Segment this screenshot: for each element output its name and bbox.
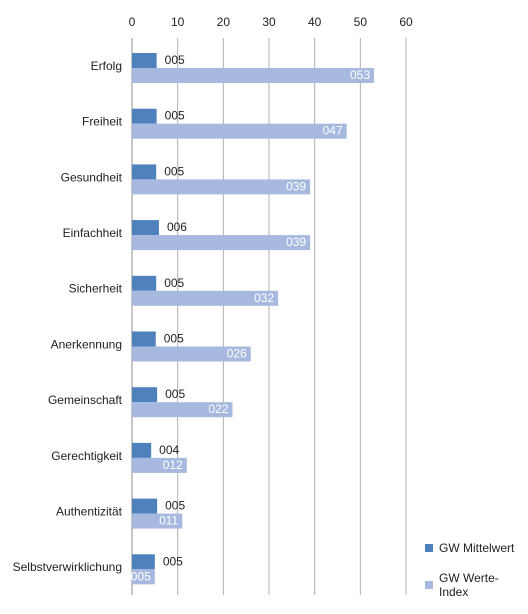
bar-mittelwert bbox=[132, 53, 157, 68]
x-tick-label: 60 bbox=[399, 15, 413, 29]
data-label-mittelwert: 005 bbox=[165, 387, 185, 401]
bar-werte-index bbox=[132, 457, 187, 473]
x-tick-label: 40 bbox=[308, 15, 322, 29]
x-tick-label: 30 bbox=[262, 15, 276, 29]
category-label: Gerechtigkeit bbox=[51, 449, 122, 463]
bar-werte-index bbox=[132, 569, 155, 585]
bar-mittelwert bbox=[132, 331, 156, 347]
data-label-mittelwert: 005 bbox=[164, 332, 184, 346]
data-label-mittelwert: 005 bbox=[165, 109, 185, 123]
category-label: Einfachheit bbox=[63, 226, 123, 240]
data-label-mittelwert: 005 bbox=[165, 499, 185, 513]
x-tick-label: 10 bbox=[171, 15, 185, 29]
category-label: Sicherheit bbox=[69, 282, 123, 296]
bar-werte-index bbox=[132, 346, 251, 362]
bar-werte-index bbox=[132, 513, 183, 529]
bar-mittelwert bbox=[132, 220, 159, 236]
data-label-werte-index: 032 bbox=[254, 291, 274, 305]
bar-mittelwert bbox=[132, 387, 158, 403]
x-tick-label: 0 bbox=[129, 15, 136, 29]
bar-werte-index bbox=[132, 402, 233, 418]
data-label-werte-index: 047 bbox=[323, 124, 343, 138]
bar-mittelwert bbox=[132, 275, 157, 291]
data-label-mittelwert: 005 bbox=[165, 53, 185, 67]
category-label: Authentizität bbox=[56, 504, 123, 518]
category-label: Erfolg bbox=[91, 59, 122, 73]
data-label-mittelwert: 005 bbox=[164, 164, 184, 178]
x-tick-label: 50 bbox=[354, 15, 368, 29]
bar-mittelwert bbox=[132, 108, 157, 124]
category-label: Gemeinschaft bbox=[48, 393, 123, 407]
bar-mittelwert bbox=[132, 498, 158, 514]
data-label-werte-index: 005 bbox=[131, 569, 151, 583]
category-label: Anerkennung bbox=[51, 337, 122, 351]
data-label-mittelwert: 005 bbox=[163, 554, 183, 568]
category-label: Gesundheit bbox=[61, 170, 123, 184]
data-label-mittelwert: 005 bbox=[164, 276, 184, 290]
data-label-werte-index: 012 bbox=[163, 458, 183, 472]
data-label-werte-index: 053 bbox=[350, 68, 370, 82]
legend-item-werte-index: GW Werte-Index bbox=[425, 571, 528, 599]
bar-werte-index bbox=[132, 123, 347, 139]
bar-mittelwert bbox=[132, 442, 152, 458]
legend: GW Mittelwert GW Werte-Index bbox=[425, 540, 528, 614]
legend-swatch-werte-index bbox=[425, 581, 433, 589]
data-label-mittelwert: 004 bbox=[159, 443, 179, 457]
legend-label-mittelwert: GW Mittelwert bbox=[439, 541, 515, 555]
bar-mittelwert bbox=[132, 164, 157, 180]
bar-werte-index bbox=[132, 68, 375, 83]
bar-mittelwert bbox=[132, 554, 155, 570]
data-label-werte-index: 026 bbox=[227, 347, 247, 361]
bar-werte-index bbox=[132, 235, 311, 251]
legend-item-mittelwert: GW Mittelwert bbox=[425, 540, 528, 556]
category-label: Freiheit bbox=[82, 115, 123, 129]
x-tick-label: 20 bbox=[217, 15, 231, 29]
data-label-werte-index: 039 bbox=[286, 179, 306, 193]
data-label-mittelwert: 006 bbox=[167, 220, 187, 234]
bar-werte-index bbox=[132, 179, 311, 195]
category-label: Selbstverwirklichung bbox=[13, 560, 122, 574]
bar-werte-index bbox=[132, 290, 279, 306]
data-label-werte-index: 039 bbox=[286, 235, 306, 249]
data-label-werte-index: 011 bbox=[159, 514, 178, 528]
data-label-werte-index: 022 bbox=[208, 402, 228, 416]
legend-label-werte-index: GW Werte-Index bbox=[438, 571, 499, 599]
legend-swatch-mittelwert bbox=[425, 544, 433, 552]
